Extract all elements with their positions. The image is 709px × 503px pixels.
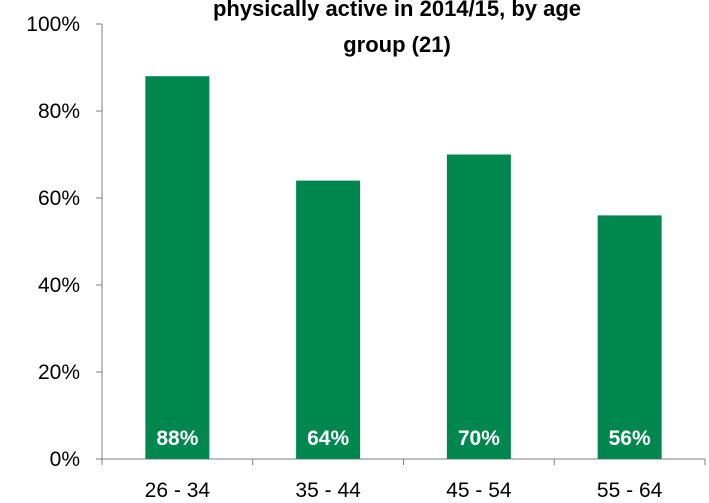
chart-title-line-2: group (21) [343, 32, 451, 57]
x-tick-label: 45 - 54 [446, 479, 512, 502]
data-label: 88% [156, 427, 198, 450]
chart-title-line-1: physically active in 2014/15, by age [213, 0, 581, 21]
data-label: 64% [307, 427, 349, 450]
x-tick-label: 55 - 64 [597, 479, 663, 502]
data-label: 56% [609, 427, 651, 450]
chart-title: physically active in 2014/15, by age gro… [213, 0, 581, 57]
labels: 88% 26 - 34 64% 35 - 44 70% 45 - 54 56% 55 - 64 [145, 427, 663, 502]
x-tick-label: 35 - 44 [295, 479, 361, 502]
data-label: 70% [458, 427, 500, 450]
bar [296, 180, 361, 459]
y-tick-label: 40% [38, 274, 80, 297]
y-tick-label: 60% [38, 187, 80, 210]
y-tick-label: 0% [50, 448, 80, 471]
bar [145, 76, 210, 459]
y-tick-label: 20% [38, 361, 80, 384]
x-tick-label: 26 - 34 [145, 479, 211, 502]
y-tick-label: 80% [38, 100, 80, 123]
bar [446, 154, 511, 459]
y-tick-label: 100% [26, 13, 80, 36]
bar [597, 215, 662, 459]
bars [145, 76, 662, 459]
